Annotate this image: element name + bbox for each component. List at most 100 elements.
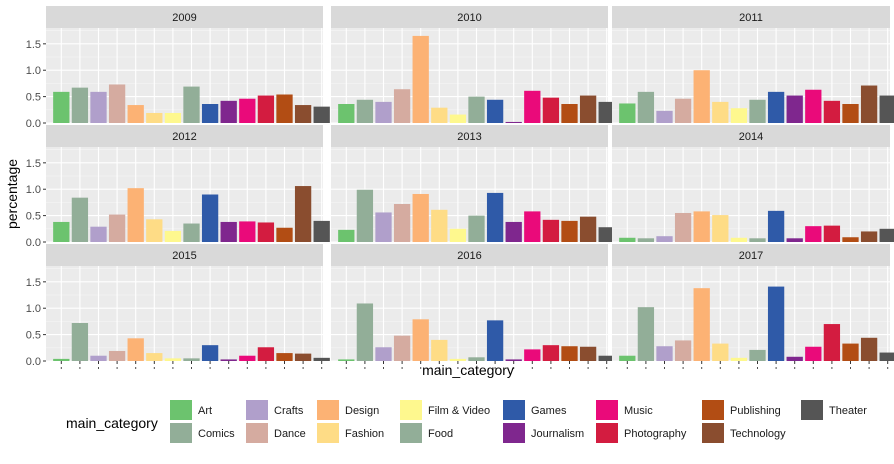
bar-film-video [164, 112, 182, 123]
facet-strip [331, 125, 608, 147]
legend-key [317, 400, 339, 420]
bar-music [805, 89, 822, 123]
legend-key [400, 400, 422, 420]
bar-music [805, 346, 822, 361]
facet-strip [612, 125, 890, 147]
facet-panel-2009: 2009 0.0 0.5 1.0 1.5 [26, 6, 330, 130]
legend-key [801, 400, 823, 420]
plot-background [612, 147, 890, 242]
bar-dance [674, 212, 692, 242]
bar-crafts [90, 91, 107, 123]
bar-fashion [146, 112, 163, 123]
bar-design [127, 105, 144, 123]
bar-art [338, 359, 355, 361]
legend-key [702, 400, 724, 420]
legend-item: Comics [170, 423, 235, 443]
bar-music [239, 221, 256, 242]
legend-label: Theater [829, 405, 867, 417]
legend-key [246, 423, 268, 443]
bar-design [693, 70, 710, 123]
bar-film-video [449, 114, 467, 123]
facet-strip-label: 2012 [172, 131, 196, 143]
bar-fashion [431, 209, 448, 242]
bar-publishing [842, 237, 859, 242]
bar-technology [860, 85, 878, 123]
facet-strip-label: 2017 [739, 250, 763, 262]
bar-crafts [656, 110, 673, 123]
bar-photography [542, 345, 560, 361]
bar-dance [108, 84, 126, 123]
bar-food [749, 349, 766, 361]
bar-music [239, 355, 256, 361]
bar-technology [294, 105, 312, 123]
panels-layer: 2009 0.0 0.5 1.0 1.5 2010 2011 2012 0.0 0.5 1.0 1.5… [26, 6, 894, 369]
bar-publishing [561, 220, 578, 242]
bar-music [805, 226, 822, 242]
legend-key [170, 423, 192, 443]
bar-crafts [375, 212, 392, 242]
bar-technology [860, 337, 878, 361]
bar-journalism [220, 359, 237, 361]
bar-crafts [90, 226, 107, 242]
legend-item: Technology [702, 423, 786, 443]
facet-strip-label: 2009 [172, 12, 196, 24]
bar-publishing [842, 104, 859, 123]
facet-strip [612, 6, 890, 28]
legend-key [246, 400, 268, 420]
y-tick-label: 1.0 [26, 303, 41, 315]
legend-key [596, 423, 618, 443]
y-tick-label: 1.5 [26, 277, 41, 289]
legend-label: Journalism [531, 428, 584, 440]
bar-games [486, 320, 504, 361]
bar-food [183, 86, 200, 123]
legend-key [400, 423, 422, 443]
legend-label: Fashion [345, 428, 384, 440]
bar-dance [674, 340, 692, 361]
facet-strip-label: 2013 [457, 131, 481, 143]
bar-publishing [561, 104, 578, 123]
legend-label: Publishing [730, 405, 781, 417]
bar-crafts [656, 346, 673, 361]
bar-technology [579, 216, 597, 242]
bar-photography [257, 347, 275, 361]
bar-film-video [449, 358, 467, 361]
legend-key [317, 423, 339, 443]
bar-design [127, 338, 144, 361]
bar-art [338, 229, 355, 242]
bar-film-video [164, 230, 182, 242]
bar-publishing [561, 346, 578, 361]
legend-label: Art [198, 405, 212, 417]
legend-item: Fashion [317, 423, 384, 443]
bar-journalism [786, 356, 803, 361]
y-axis-title: percentage [4, 159, 20, 229]
bar-theater [879, 352, 894, 361]
bar-food [468, 357, 485, 361]
bar-publishing [276, 94, 293, 123]
legend-label: Film & Video [428, 405, 490, 417]
bar-journalism [220, 221, 237, 242]
bar-dance [674, 98, 692, 123]
facet-strip [46, 125, 323, 147]
y-tick-label: 1.0 [26, 184, 41, 196]
facet-strip [331, 244, 608, 266]
bar-technology [294, 353, 312, 361]
bar-theater [598, 101, 615, 123]
y-tick-label: 0.0 [26, 356, 41, 368]
facet-panel-2015: 2015 0.0 0.5 1.0 1.5 [26, 244, 330, 369]
bar-fashion [712, 343, 729, 361]
legend-key [170, 400, 192, 420]
bar-theater [879, 95, 894, 123]
legend-label: Design [345, 405, 379, 417]
bar-fashion [146, 219, 163, 242]
facet-panel-2014: 2014 [612, 125, 894, 243]
bar-journalism [786, 238, 803, 242]
y-tick-label: 1.0 [26, 65, 41, 77]
legend-key [702, 423, 724, 443]
bar-food [468, 96, 485, 123]
legend-label: Comics [198, 428, 235, 440]
legend-item: Food [400, 423, 453, 443]
legend-key [596, 400, 618, 420]
y-tick-label: 1.5 [26, 39, 41, 51]
facet-strip-label: 2010 [457, 12, 481, 24]
